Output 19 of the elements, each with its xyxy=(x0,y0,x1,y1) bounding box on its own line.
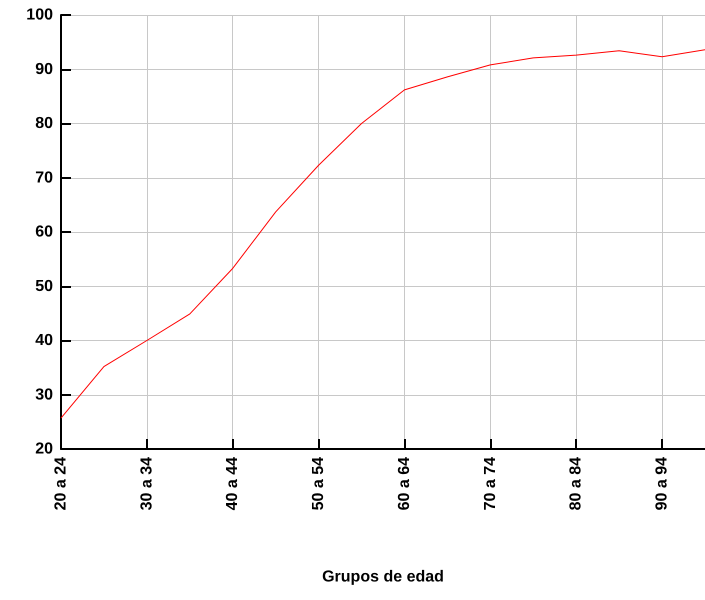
x-tick-label: 90 a 94 xyxy=(654,456,671,510)
x-tick-label: 50 a 54 xyxy=(310,456,328,510)
x-tick-label: 30 a 34 xyxy=(138,456,156,510)
x-axis-title: Grupos de edad xyxy=(322,568,444,586)
y-tick-label: 20 xyxy=(35,440,54,458)
line-series xyxy=(60,49,705,419)
x-tick-label: 20 a 24 xyxy=(52,456,70,510)
y-tick-label: 90 xyxy=(35,60,54,78)
y-tick-label: 30 xyxy=(35,386,54,404)
y-tick-label: 70 xyxy=(35,169,54,186)
x-tick-label: 70 a 74 xyxy=(482,456,499,510)
x-tick-label: 80 a 84 xyxy=(568,456,585,510)
y-tick-label: 100 xyxy=(26,6,54,24)
y-tick-label: 80 xyxy=(35,115,54,132)
y-tick-label: 60 xyxy=(35,224,54,240)
y-tick-label: 40 xyxy=(35,332,54,349)
x-tick-label: 40 a 44 xyxy=(224,456,242,510)
y-tick-label: 50 xyxy=(35,278,54,295)
x-tick-label: 60 a 64 xyxy=(396,456,413,510)
